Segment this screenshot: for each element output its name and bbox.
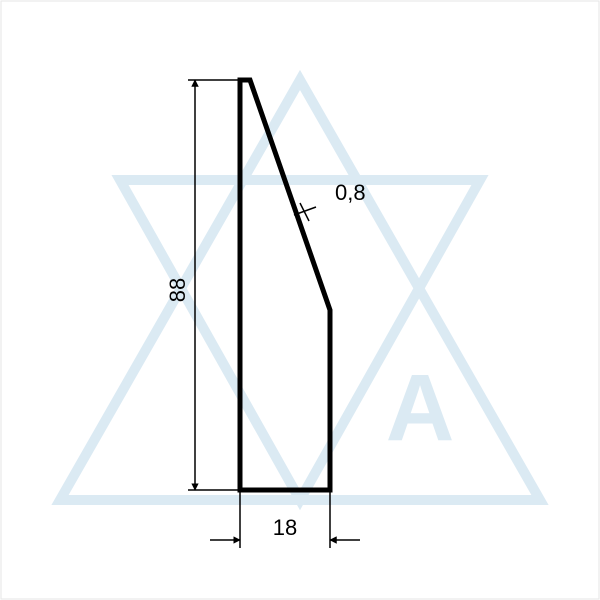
watermark-outer-triangle [60,80,540,500]
watermark-letter: A [386,355,455,461]
profile-outline [240,80,330,490]
technical-drawing: A 88 18 0,8 [0,0,600,600]
dimension-height-value: 88 [165,278,190,302]
dimension-height [188,80,240,490]
dimension-thickness-value: 0,8 [335,180,366,205]
watermark-logo [60,80,540,500]
dimension-width-value: 18 [273,515,297,540]
